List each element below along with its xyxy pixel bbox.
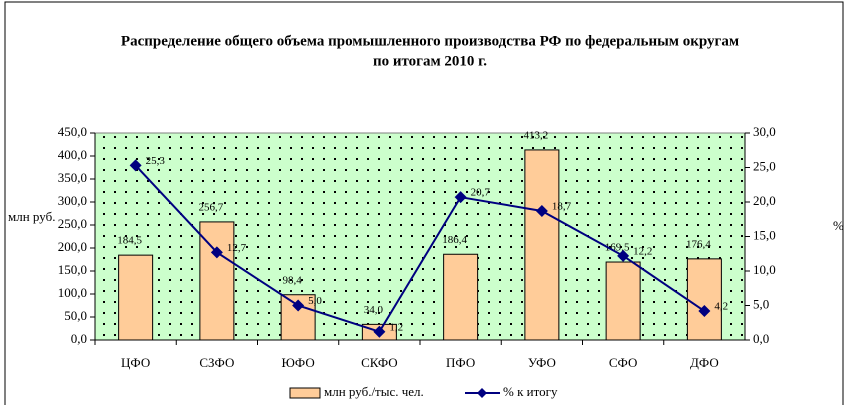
y2-tick-label: 30,0 [753, 124, 776, 139]
line-value-label: 20,7 [471, 187, 491, 199]
x-tick-label: СЗФО [199, 355, 234, 370]
bar [524, 149, 560, 341]
x-tick-label: СФО [609, 355, 638, 370]
y-axis-label: млн руб. [8, 209, 55, 224]
legend-label: % к итогу [503, 384, 558, 399]
y-tick-label: 300,0 [58, 193, 87, 208]
y-tick-label: 350,0 [58, 170, 87, 185]
line-marker [373, 325, 386, 338]
chart-title: Распределение общего объема промышленног… [121, 33, 739, 49]
bar [118, 254, 154, 341]
line-value-label: 12,2 [633, 245, 652, 257]
line-marker [454, 191, 467, 204]
line-marker [698, 305, 711, 318]
bar-value-label: 176,4 [686, 238, 711, 250]
bar [686, 258, 722, 341]
y2-tick-label: 10,0 [753, 262, 776, 277]
chart-border [4, 1, 844, 405]
y-tick-label: 150,0 [58, 262, 87, 277]
y-tick-label: 250,0 [58, 216, 87, 231]
y-tick-label: 200,0 [58, 239, 87, 254]
line-value-label: 5,0 [308, 295, 322, 307]
y-tick-label: 400,0 [58, 147, 87, 162]
x-tick-label: ПФО [446, 355, 475, 370]
x-tick-label: СКФО [361, 355, 398, 370]
line-value-label: 1,2 [389, 321, 403, 333]
bar [443, 253, 479, 341]
x-tick-label: ДФО [690, 355, 719, 370]
line [134, 164, 705, 333]
bar-value-label: 413,2 [524, 129, 549, 141]
x-tick-label: ЦФО [121, 355, 150, 370]
line-marker [617, 249, 630, 262]
chart-subtitle: по итогам 2010 г. [373, 53, 487, 69]
y2-tick-label: 0,0 [753, 331, 769, 346]
plot-area [94, 132, 746, 341]
line-value-label: 25,3 [146, 155, 166, 167]
bar-value-label: 186,4 [442, 234, 467, 246]
line-marker [129, 159, 142, 172]
y-tick-label: 50,0 [64, 308, 87, 323]
line-marker [210, 246, 223, 259]
y-tick-label: 100,0 [58, 285, 87, 300]
line-value-label: 12,7 [227, 242, 247, 254]
line-marker [535, 204, 548, 217]
bar-value-label: 256,7 [199, 201, 224, 213]
legend-label: млн руб./тыс. чел. [324, 384, 424, 399]
line-value-label: 4,2 [714, 301, 728, 313]
bar-value-label: 98,4 [283, 274, 303, 286]
y2-tick-label: 5,0 [753, 296, 769, 311]
bar-value-label: 34,0 [364, 304, 384, 316]
y2-tick-label: 20,0 [753, 193, 776, 208]
legend-marker [477, 388, 487, 398]
legend-swatch [289, 387, 321, 399]
line-marker [292, 299, 305, 312]
line-value-label: 18,7 [552, 201, 572, 213]
bar [605, 261, 641, 341]
y2-axis-label: % [833, 218, 844, 233]
bar-value-label: 184,5 [117, 235, 142, 247]
y-tick-label: 450,0 [58, 124, 87, 139]
y2-tick-label: 15,0 [753, 227, 776, 242]
x-tick-label: УФО [528, 355, 556, 370]
y-tick-label: 0,0 [71, 331, 87, 346]
y2-tick-label: 25,0 [753, 158, 776, 173]
x-tick-label: ЮФО [282, 355, 315, 370]
